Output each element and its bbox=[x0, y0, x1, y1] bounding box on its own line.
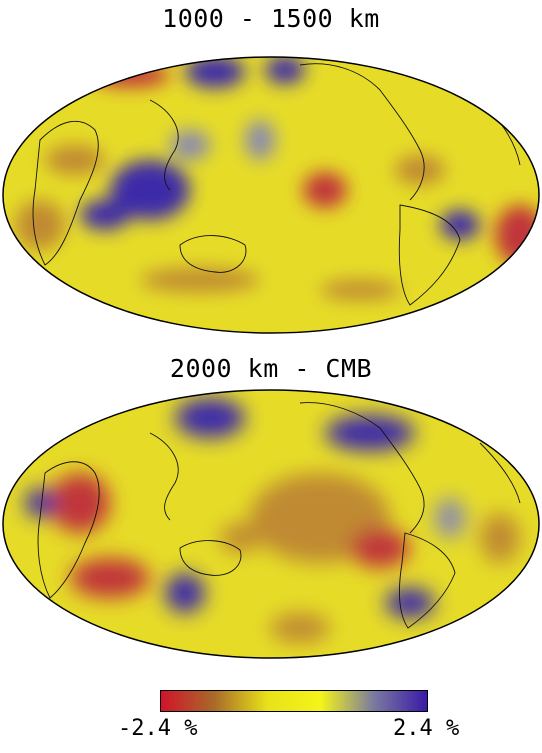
map-outline-top bbox=[2, 56, 540, 334]
map-bottom bbox=[2, 389, 540, 659]
coastlines bbox=[37, 402, 521, 629]
map-title-bottom: 2000 km - CMB bbox=[169, 354, 373, 383]
anomaly-field bbox=[15, 57, 539, 300]
background-anomaly bbox=[3, 57, 539, 333]
map-title-top: 1000 - 1500 km bbox=[162, 4, 380, 33]
anomaly-field bbox=[25, 398, 520, 643]
map-outline-bottom bbox=[2, 389, 540, 659]
map-top bbox=[2, 56, 540, 334]
colorbar bbox=[160, 690, 428, 712]
colorbar-max-label: 2.4 % bbox=[393, 716, 460, 741]
colorbar-min-label: -2.4 % bbox=[118, 716, 198, 741]
